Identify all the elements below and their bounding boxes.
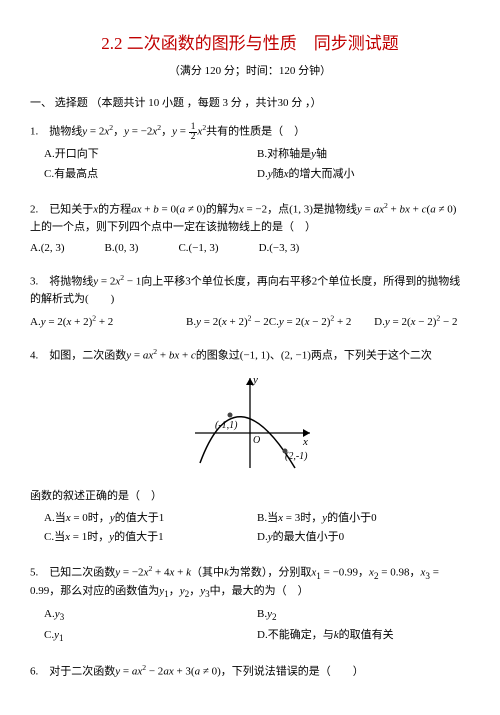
q4-optC: C.当x = 1时，y的值大于1 bbox=[44, 529, 257, 547]
q4-options: A.当x = 0时，y的值大于1 B.当x = 3时，y的值小于0 C.当x =… bbox=[44, 510, 470, 549]
q3-stem: 3. 将抛物线y = 2x2 − 1向上平移3个单位长度，再向右平移2个单位长度… bbox=[30, 272, 470, 309]
q1-prefix: 1. 抛物线 bbox=[30, 126, 82, 138]
question-4: 4. 如图，二次函数y = ax2 + bx + c的图象过(−1, 1)、(2… bbox=[30, 346, 470, 549]
q3-optB: B.y = 2(x + 2)2 − 2 bbox=[186, 316, 269, 328]
q4-figure: (-1,1) (2,-1) y x O bbox=[30, 373, 470, 480]
q4-stem: 4. 如图，二次函数y = ax2 + bx + c的图象过(−1, 1)、(2… bbox=[30, 346, 470, 365]
q5-options: A.y3 B.y2 C.y1 D.不能确定，与k的取值有关 bbox=[44, 606, 470, 648]
q3-options: A.y = 2(x + 2)2 + 2 B.y = 2(x + 2)2 − 2C… bbox=[30, 313, 470, 332]
q5-optB: B.y2 bbox=[257, 606, 470, 625]
q4-optA: A.当x = 0时，y的值大于1 bbox=[44, 510, 257, 528]
svg-text:(-1,1): (-1,1) bbox=[215, 420, 238, 431]
q1-optD: D.y随x的增大而减小 bbox=[257, 166, 470, 184]
q1-optC: C.有最高点 bbox=[44, 166, 257, 184]
svg-text:O: O bbox=[253, 435, 260, 446]
question-6: 6. 对于二次函数y = ax2 − 2ax + 3(a ≠ 0)，下列说法错误… bbox=[30, 662, 470, 681]
question-1: 1. 抛物线y = 2x2，y = −2x2，y = 12x2共有的性质是（ ）… bbox=[30, 122, 470, 185]
q5-optC: C.y1 bbox=[44, 627, 257, 646]
q6-stem: 6. 对于二次函数y = ax2 − 2ax + 3(a ≠ 0)，下列说法错误… bbox=[30, 662, 470, 681]
question-3: 3. 将抛物线y = 2x2 − 1向上平移3个单位长度，再向右平移2个单位长度… bbox=[30, 272, 470, 332]
q2-optA: A.(2, 3) bbox=[30, 240, 65, 258]
q4-optB: B.当x = 3时，y的值小于0 bbox=[257, 510, 470, 528]
svg-text:(2,-1): (2,-1) bbox=[285, 451, 308, 462]
q5-optA: A.y3 bbox=[44, 606, 257, 625]
q2-optD: D.(−3, 3) bbox=[259, 240, 300, 258]
q2-optC: C.(−1, 3) bbox=[178, 240, 218, 258]
section-1-header: 一、 选择题 （本题共计 10 小题 ，每题 3 分 ，共计30 分 ，） bbox=[30, 95, 470, 113]
page-subtitle: （满分 120 分；时间：120 分钟） bbox=[30, 63, 470, 81]
q2-stem: 2. 已知关于x的方程ax + b = 0(a ≠ 0)的解为x = −2，点(… bbox=[30, 200, 470, 237]
svg-text:y: y bbox=[252, 374, 258, 386]
q3-optD: D.y = 2(x − 2)2 − 2 bbox=[374, 316, 457, 328]
q5-optD: D.不能确定，与k的取值有关 bbox=[257, 627, 470, 646]
q2-optB: B.(0, 3) bbox=[105, 240, 139, 258]
q3-optC: C.y = 2(x − 2)2 + 2 bbox=[269, 316, 352, 328]
q3-optA: A.y = 2(x + 2)2 + 2 bbox=[30, 316, 113, 328]
q1-optA: A.开口向下 bbox=[44, 146, 257, 164]
svg-text:x: x bbox=[302, 436, 308, 448]
question-5: 5. 已知二次函数y = −2x2 + 4x + k（其中k为常数），分别取x1… bbox=[30, 563, 470, 648]
q2-options: A.(2, 3) B.(0, 3) C.(−1, 3) D.(−3, 3) bbox=[30, 240, 470, 258]
q4-stem-after: 函数的叙述正确的是（ ） bbox=[30, 488, 470, 506]
q4-optD: D.y的最大值小于0 bbox=[257, 529, 470, 547]
q1-options: A.开口向下 B.对称轴是y轴 C.有最高点 D.y随x的增大而减小 bbox=[44, 146, 470, 185]
page-title: 2.2 二次函数的图形与性质 同步测试题 bbox=[30, 30, 470, 57]
q5-stem: 5. 已知二次函数y = −2x2 + 4x + k（其中k为常数），分别取x1… bbox=[30, 563, 470, 602]
question-2: 2. 已知关于x的方程ax + b = 0(a ≠ 0)的解为x = −2，点(… bbox=[30, 200, 470, 258]
q1-stem: 1. 抛物线y = 2x2，y = −2x2，y = 12x2共有的性质是（ ） bbox=[30, 122, 470, 142]
q1-optB: B.对称轴是y轴 bbox=[257, 146, 470, 164]
q1-suffix: 共有的性质是（ ） bbox=[206, 126, 305, 138]
